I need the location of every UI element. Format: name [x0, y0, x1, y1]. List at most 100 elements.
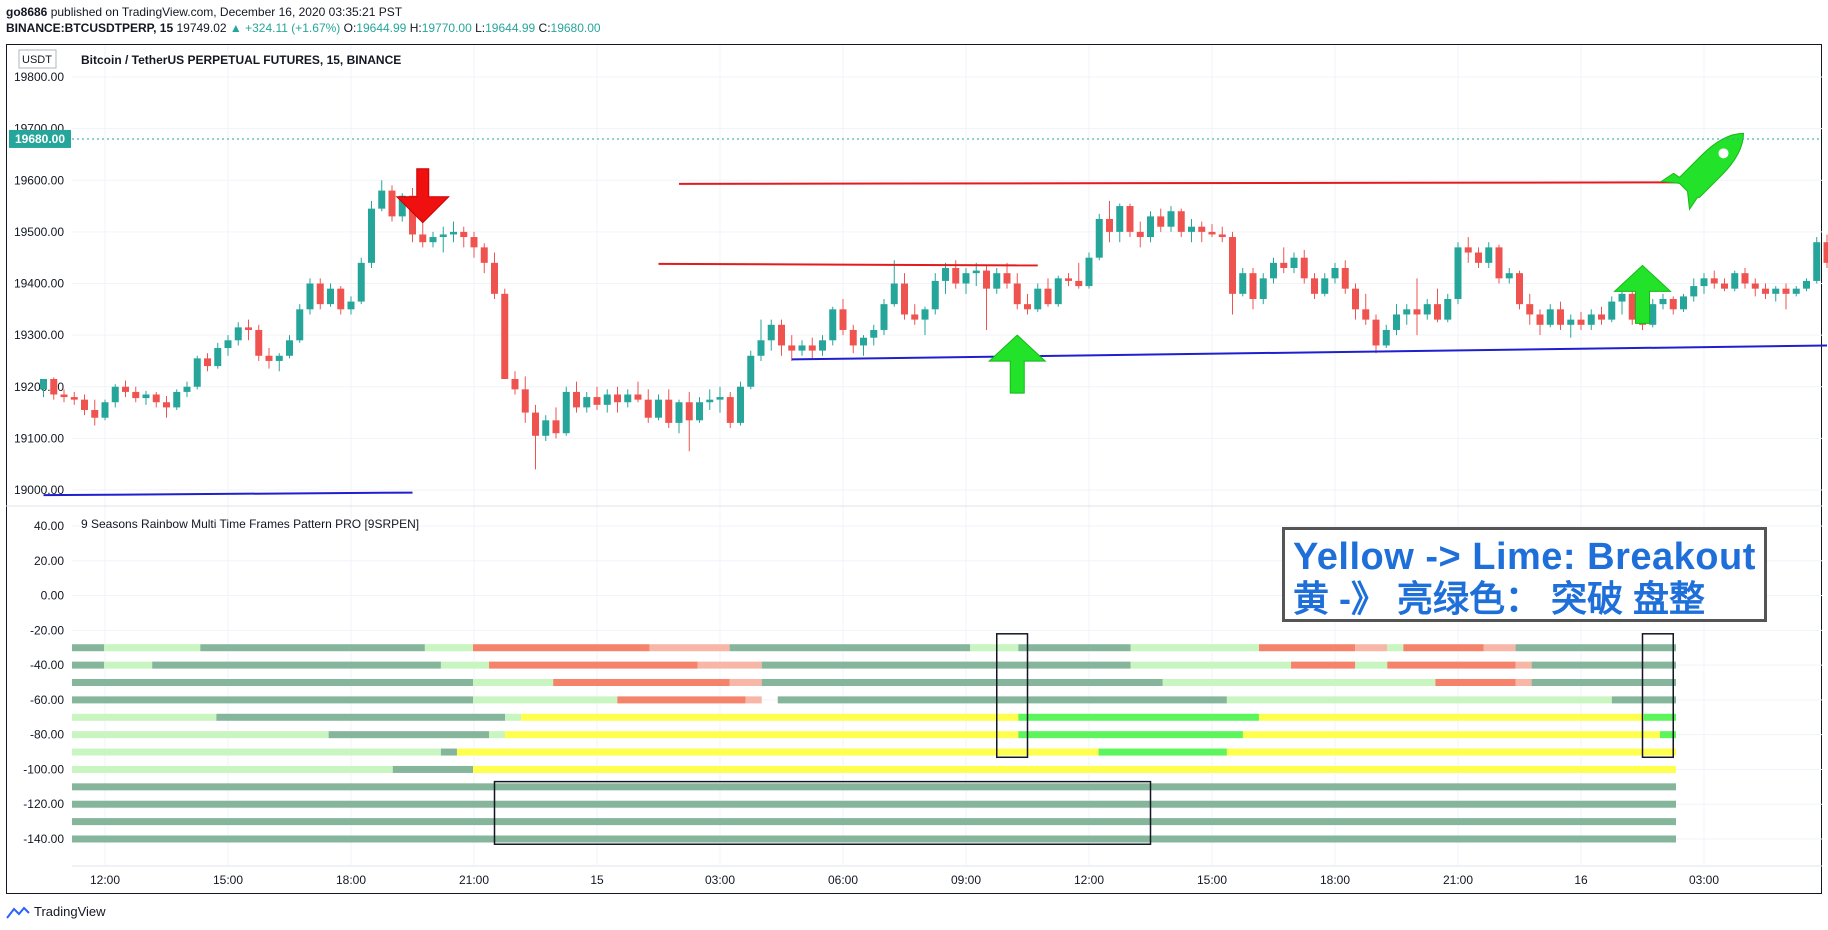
heatmap-segment [1531, 661, 1676, 669]
heatmap-segment [424, 644, 473, 652]
candle-body [1608, 301, 1616, 320]
heatmap-segment [553, 679, 730, 686]
candle-body [1239, 273, 1247, 294]
heatmap-segment [72, 748, 441, 756]
chart-frame[interactable] [6, 44, 1822, 894]
oscillator-tick-label: 0.00 [41, 589, 65, 603]
heatmap-segment [473, 696, 618, 704]
price-change: ▲ +324.11 (+1.67%) [229, 21, 341, 35]
close-label: C: [538, 21, 551, 35]
candle-body [583, 397, 591, 408]
candle-body [50, 379, 58, 395]
candle-body [101, 402, 109, 418]
candle-body [1341, 268, 1349, 289]
time-tick-label: 03:00 [705, 873, 735, 887]
trend-lines[interactable] [43, 181, 1828, 497]
candle-body [183, 386, 191, 392]
candle-body [901, 283, 908, 315]
heatmap-segment [505, 731, 1019, 739]
candle-body [501, 293, 509, 380]
candle-body [1690, 286, 1698, 297]
candle-body [234, 327, 242, 341]
candle-body [1721, 283, 1728, 289]
candle-body [316, 283, 324, 305]
candle-body [327, 288, 334, 305]
time-tick-label: 16 [1574, 873, 1588, 887]
candle-body [111, 386, 119, 403]
heatmap-segment [970, 644, 1019, 652]
candle-body [1536, 314, 1544, 325]
candle-body [1526, 304, 1534, 315]
heatmap-segment [1515, 644, 1676, 652]
candle-body [1054, 278, 1062, 305]
candle-body [1423, 304, 1431, 315]
candle-body [1300, 257, 1308, 279]
candle-body [665, 399, 673, 423]
heatmap-segment [761, 679, 1163, 686]
heatmap-segment [72, 731, 329, 739]
heatmap-segment [1659, 731, 1676, 739]
heatmap-segment [697, 661, 762, 669]
candle-body [1331, 268, 1339, 279]
candle-body [532, 412, 539, 436]
candle-body [675, 402, 683, 423]
candle-body [1157, 216, 1165, 227]
candle-body [757, 340, 765, 356]
candle-body [1710, 278, 1718, 284]
candle-body [255, 329, 263, 356]
candle-body [870, 329, 878, 338]
heatmap-segment [1018, 713, 1259, 721]
candle-body [1741, 273, 1749, 284]
candle-body [1044, 288, 1052, 305]
candle-body [1803, 280, 1810, 289]
candle-body [1013, 283, 1021, 305]
candle-body [81, 399, 88, 410]
heatmap-segment [1387, 661, 1516, 669]
candle-body [952, 268, 960, 284]
candle-body [788, 345, 796, 351]
candle-body [1649, 304, 1657, 325]
last-price-label: 19680.00 [9, 129, 1822, 148]
publisher-name: go8686 [6, 5, 48, 19]
last-price-badge-text: 19680.00 [15, 132, 65, 146]
price-tick-label: 19500.00 [14, 225, 64, 239]
annotation-callout: Yellow -> Lime: Breakout 黄 -》 亮绿色： 突破 盘整 [1282, 527, 1767, 622]
highlight-boxes [493, 633, 1674, 845]
heatmap-segment [72, 765, 393, 773]
footer-brand[interactable]: TradingView [34, 904, 106, 919]
oscillator-axis: 40.00 20.00 0.00 -20.00 -40.00 -60.00 -80.00 -1… [23, 519, 64, 846]
candle-body [921, 309, 929, 320]
candle-body [1106, 218, 1113, 232]
arrow-up-icon [1613, 264, 1672, 324]
candle-body [1762, 288, 1769, 294]
price-tick-label: 19100.00 [14, 431, 64, 445]
candle-body [849, 329, 857, 346]
heatmap-segment [1531, 679, 1676, 686]
close-value: 19680.00 [550, 21, 601, 35]
heatmap-segment [473, 765, 1676, 773]
heatmap-segment [440, 661, 490, 669]
candle-body [614, 394, 621, 403]
candle-body [470, 237, 478, 248]
main-chart-title: Bitcoin / TetherUS PERPETUAL FUTURES, 15… [81, 53, 401, 67]
heatmap-segment [200, 644, 425, 652]
candle-body [798, 345, 806, 351]
time-tick-label: 03:00 [1689, 873, 1719, 887]
candle-body [409, 195, 416, 235]
candle-body [1372, 319, 1380, 346]
candle-body [1116, 206, 1124, 232]
candle-body [521, 389, 529, 413]
oscillator-tick-label: 20.00 [34, 554, 64, 568]
candle-body [1198, 226, 1206, 232]
candle-body [1557, 309, 1564, 325]
heatmap-segment [1018, 644, 1131, 652]
candle-body [706, 399, 714, 403]
candle-body [450, 231, 457, 235]
heatmap-segment [72, 661, 105, 669]
currency-badge[interactable]: USDT [22, 54, 52, 66]
time-tick-label: 15 [590, 873, 604, 887]
candle-body [357, 262, 365, 302]
heatmap-segment [1258, 644, 1356, 652]
last-price: 19749.02 [176, 21, 227, 35]
